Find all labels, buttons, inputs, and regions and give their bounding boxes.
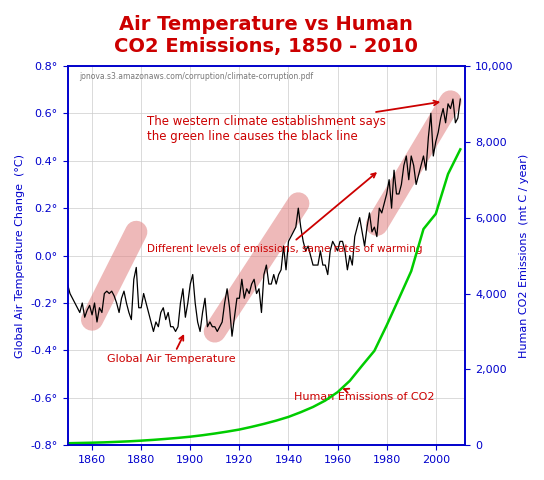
Text: Human Emissions of CO2: Human Emissions of CO2 [294,389,435,402]
Text: The western climate establishment says
the green line causes the black line: The western climate establishment says t… [147,101,438,143]
Text: Global Air Temperature: Global Air Temperature [107,336,236,364]
Text: jonova.s3.amazonaws.com/corruption/climate-corruption.pdf: jonova.s3.amazonaws.com/corruption/clima… [79,72,313,81]
Y-axis label: Human CO2 Emissions  (mt C / year): Human CO2 Emissions (mt C / year) [519,154,529,358]
Y-axis label: Global Air Temperature Change  (°C): Global Air Temperature Change (°C) [15,154,25,358]
Title: Air Temperature vs Human
CO2 Emissions, 1850 - 2010: Air Temperature vs Human CO2 Emissions, … [114,15,418,56]
Text: Different levels of emissions, same rates of warming: Different levels of emissions, same rate… [147,173,423,254]
